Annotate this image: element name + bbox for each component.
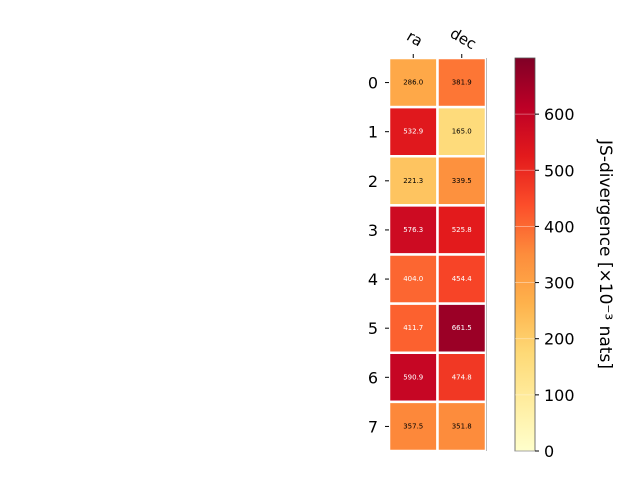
colorbar-gradient — [514, 57, 536, 452]
heatmap-cell-label: 454.4 — [452, 275, 473, 283]
heatmap-cell-label: 661.5 — [452, 324, 472, 332]
x-tick-label: dec — [447, 24, 479, 53]
y-tick-label: 6 — [368, 368, 378, 387]
colorbar-label: JS-divergence [×10⁻³ nats] — [595, 139, 615, 369]
y-tick-label: 2 — [368, 172, 378, 191]
colorbar-tick-label: 0 — [544, 442, 554, 461]
y-tick-label: 0 — [368, 74, 378, 93]
colorbar-tick-label: 100 — [544, 386, 575, 405]
y-tick-label: 3 — [368, 221, 378, 240]
colorbar-tick-label: 400 — [544, 217, 575, 236]
heatmap-grid: 286.0 381.9 532.9 165.0 221.3 339.5 576.3 525.8… — [387, 56, 488, 453]
y-tick-label: 1 — [368, 123, 378, 142]
heatmap-cell-label: 339.5 — [452, 177, 472, 185]
colorbar-tick-label: 500 — [544, 161, 575, 180]
colorbar: 0 100 200 300 400 500 600 JS-divergence [×10⁻³ … — [514, 57, 615, 461]
heatmap-cell-label: 351.8 — [452, 422, 472, 430]
heatmap-cell-label: 576.3 — [403, 226, 423, 234]
y-tick-label: 7 — [368, 417, 378, 436]
heatmap-cell-label: 411.7 — [403, 324, 423, 332]
heatmap-cell-label: 404.0 — [403, 275, 423, 283]
heatmap-cell-label: 165.0 — [452, 128, 472, 136]
colorbar-tick-label: 600 — [544, 105, 575, 124]
heatmap-cell-label: 381.9 — [452, 79, 472, 87]
heatmap-cell-r4-c1 — [436, 253, 488, 305]
heatmap-cell-label: 474.8 — [452, 373, 472, 381]
y-tick-label: 5 — [368, 319, 378, 338]
heatmap-cell-label: 357.5 — [403, 422, 423, 430]
colorbar-tick-label: 300 — [544, 274, 575, 293]
y-tick-label: 4 — [368, 270, 378, 289]
heatmap-cell-label: 221.3 — [403, 177, 423, 185]
heatmap-cell-label: 532.9 — [403, 128, 423, 136]
heatmap-cell-label: 590.9 — [403, 373, 423, 381]
heatmap-cell-r3-c1 — [436, 204, 488, 256]
heatmap-cell-label: 525.8 — [452, 226, 472, 234]
heatmap-cell-label: 286.0 — [403, 79, 423, 87]
x-tick-label: ra — [404, 27, 426, 50]
heatmap-cell-r7-c1 — [436, 400, 488, 453]
colorbar-tick-label: 200 — [544, 330, 575, 349]
